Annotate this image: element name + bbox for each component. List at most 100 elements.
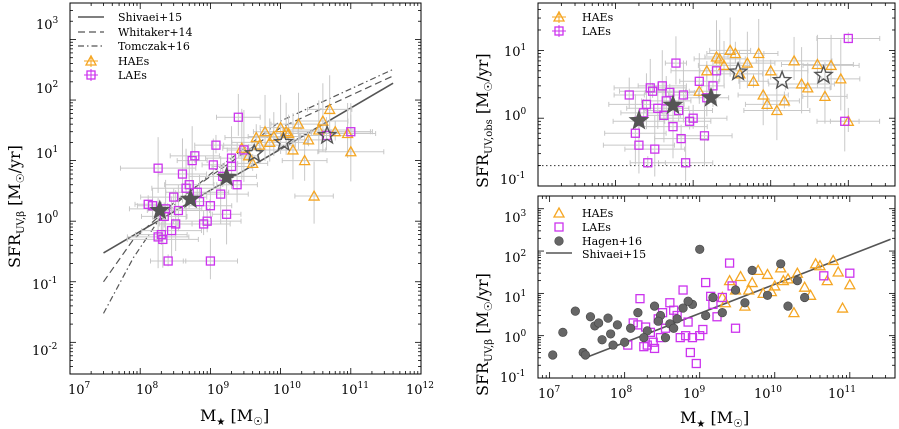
hae-point [323, 103, 336, 115]
lae-point [699, 131, 710, 141]
hae-point [761, 98, 774, 110]
hae-point [267, 130, 280, 142]
x-tick-label: 1011 [828, 385, 856, 402]
left-ticks [69, 2, 422, 375]
lae-point [163, 256, 173, 266]
lae-point [630, 128, 641, 138]
hae-point [757, 88, 770, 100]
lae-point [205, 201, 216, 211]
hae-point [724, 44, 737, 56]
stacked-star [662, 94, 684, 115]
lae-point [635, 294, 645, 304]
relation-line-shivaei-15 [103, 82, 394, 254]
hae-point [286, 143, 300, 155]
lae-point [688, 113, 698, 123]
hagen-point [649, 301, 660, 311]
relation-line-whitaker-14 [103, 75, 394, 283]
lae-point [641, 99, 652, 110]
hagen-point [558, 327, 568, 337]
hagen-point [660, 333, 671, 343]
br-legend: HAEs LAEs Hagen+16 Shivaei+15 [546, 206, 646, 261]
legend-label-haes: HAEs [118, 55, 150, 68]
hae-point [717, 59, 731, 71]
relation-line-tomczak-16 [102, 68, 394, 314]
hae-point [843, 278, 856, 290]
y-tick-label: 101 [504, 43, 526, 60]
legend-label-shivaei: Shivaei+15 [118, 11, 182, 24]
hae-point [801, 81, 814, 93]
lae-point [194, 197, 205, 207]
legend-marker-hae [84, 54, 98, 66]
hae-point [258, 125, 272, 137]
lae-point [153, 163, 163, 173]
hagen-point [603, 313, 613, 323]
lae-point [845, 268, 855, 278]
lae-point [643, 158, 653, 168]
y-tick-label: 10-1 [500, 369, 525, 386]
lae-point [208, 160, 218, 170]
br-ticks [537, 195, 896, 379]
legend-marker-lae [554, 26, 564, 36]
hae-point [747, 74, 760, 86]
lae-point [158, 234, 168, 245]
hagen-point [800, 292, 810, 303]
lae-point [645, 83, 655, 93]
left-errorbars [119, 75, 385, 280]
tr-y-axis-label: SFRUV,obs [M☉/yr] [473, 53, 495, 188]
x-tick-label: 1011 [341, 381, 369, 398]
legend-label-tomczak: Tomczak+16 [118, 40, 190, 53]
br-x-tick-labels: 107 108 109 1010 1011 [538, 385, 856, 402]
left-x-tick-labels: 107 108 109 1010 1011 1012 [68, 381, 434, 398]
tr-y-tick-labels: 10-1 100 101 [500, 43, 527, 188]
hagen-point [730, 285, 741, 295]
hae-point [316, 114, 329, 126]
stacked-star [149, 199, 171, 220]
hae-point [253, 138, 266, 150]
left-data-points [143, 103, 357, 266]
br-legend-label-laes: LAEs [582, 221, 611, 234]
stacked-star [243, 142, 265, 163]
hae-point [298, 154, 311, 166]
x-tick-label: 1010 [754, 385, 782, 402]
x-tick-label: 1012 [406, 381, 434, 398]
lae-point [701, 277, 711, 288]
hagen-point [672, 314, 682, 324]
hagen-point [669, 323, 679, 333]
tr-data-points [624, 33, 855, 168]
lae-point [694, 76, 704, 86]
lae-point [819, 271, 829, 281]
lae-point [216, 189, 226, 199]
hae-point [809, 257, 822, 269]
lae-point [634, 140, 644, 150]
lae-point [205, 256, 216, 266]
tr-ticks [537, 2, 896, 187]
br-data-points [548, 244, 856, 369]
hagen-point [620, 337, 630, 347]
hagen-point [580, 350, 591, 360]
lae-point [685, 347, 695, 358]
hagen-point [612, 320, 623, 330]
x-tick-label: 107 [68, 381, 91, 398]
hagen-point [701, 310, 711, 321]
hae-point [700, 64, 713, 76]
hae-point [778, 94, 791, 106]
lae-point [678, 285, 688, 295]
legend-marker-lae [86, 70, 96, 80]
left-legend-markers [84, 54, 98, 81]
lae-point [649, 343, 660, 354]
stacked-star [628, 109, 650, 130]
lae-point [650, 144, 660, 154]
hae-point [282, 127, 295, 139]
y-tick-label: 100 [504, 107, 527, 124]
legend-label-whitaker: Whitaker+14 [118, 26, 193, 39]
x-tick-label: 108 [610, 385, 633, 402]
top-right-panel: HAEs LAEs 10-1 100 101 SFRUV,obs [M☉/yr] [473, 2, 896, 188]
hae-point [734, 270, 747, 282]
stacked-star [700, 86, 722, 107]
lae-point [156, 229, 166, 240]
lae-point [648, 337, 658, 347]
hae-point [729, 47, 742, 59]
hae-point [798, 280, 811, 292]
lae-point [840, 116, 850, 126]
lae-point [226, 153, 237, 163]
